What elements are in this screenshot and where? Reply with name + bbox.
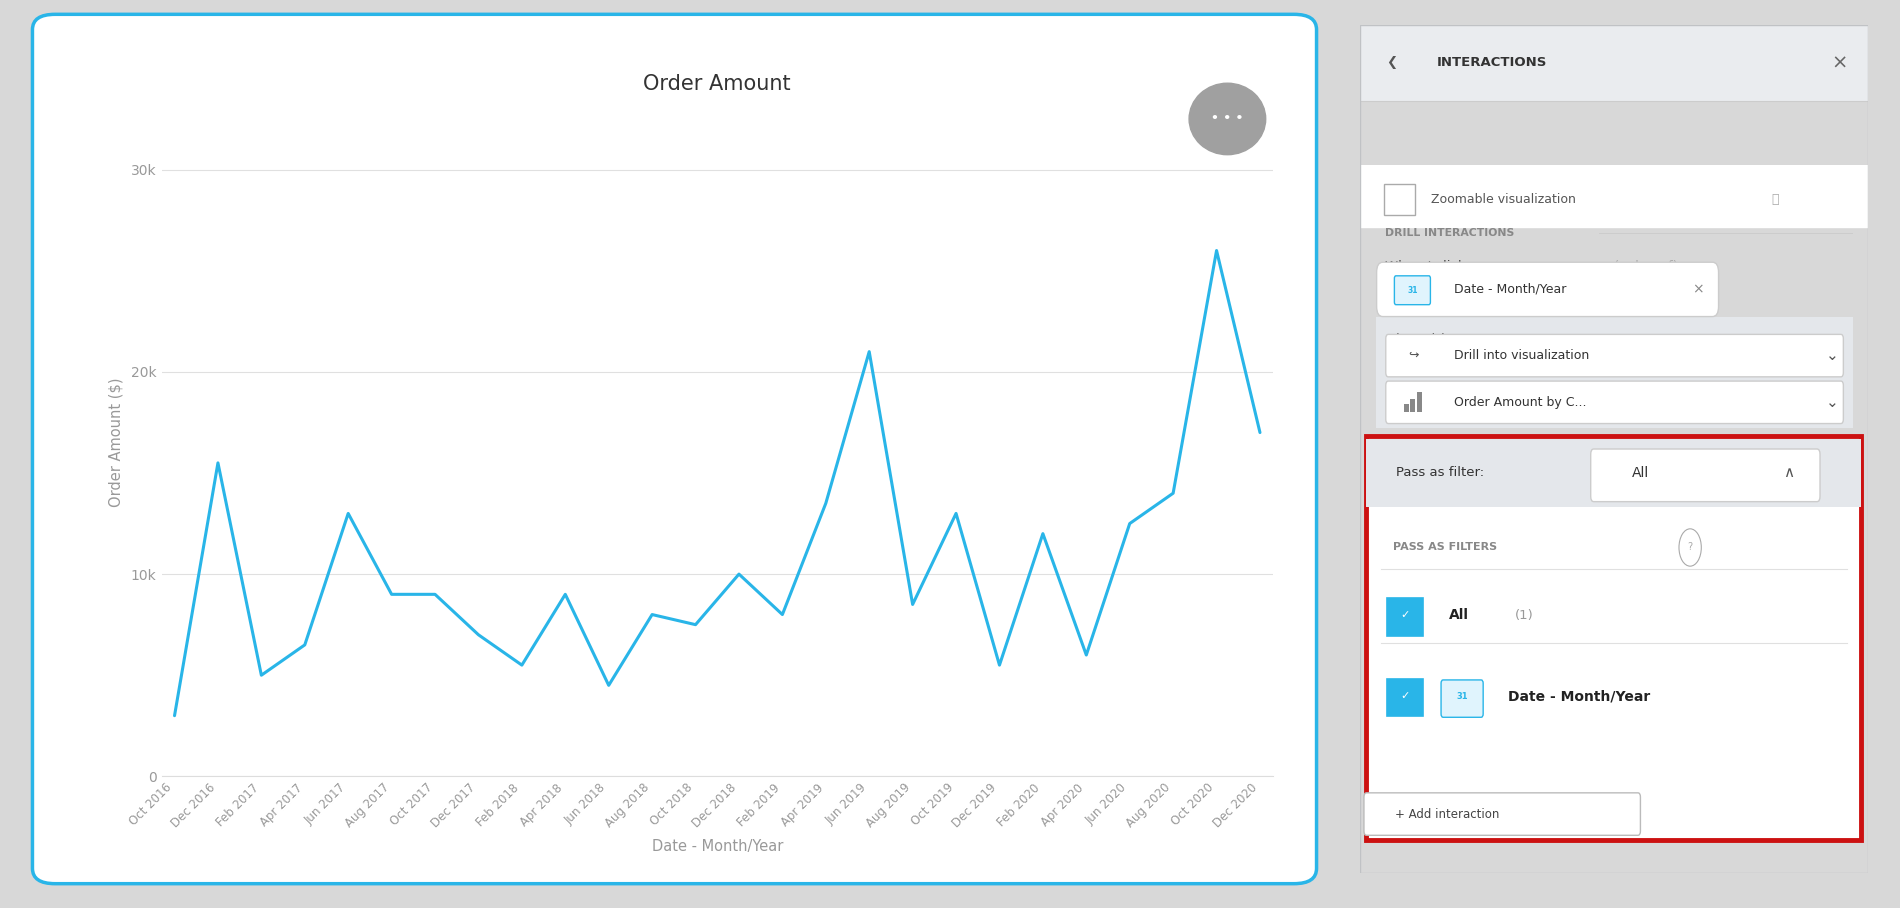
Bar — [1376, 318, 1854, 428]
Text: Zoomable visualization: Zoomable visualization — [1431, 192, 1577, 206]
Text: Order Amount by C...: Order Amount by C... — [1454, 396, 1586, 409]
FancyBboxPatch shape — [1395, 276, 1431, 305]
Text: Drill into visualization: Drill into visualization — [1454, 349, 1590, 362]
Text: + Add interaction: + Add interaction — [1395, 807, 1499, 821]
Text: ↪: ↪ — [1408, 349, 1419, 362]
Text: • • •: • • • — [1210, 113, 1244, 125]
Y-axis label: Order Amount ($): Order Amount ($) — [108, 378, 124, 508]
Text: ✓: ✓ — [1400, 610, 1410, 620]
Text: ⌄: ⌄ — [1826, 395, 1839, 410]
Text: ⌄: ⌄ — [1826, 348, 1839, 363]
Text: All: All — [1450, 608, 1469, 622]
Text: Date - Month/Year: Date - Month/Year — [1454, 283, 1568, 296]
Bar — [1404, 404, 1408, 412]
Circle shape — [1189, 84, 1265, 154]
FancyBboxPatch shape — [1590, 449, 1820, 501]
Text: ⓘ: ⓘ — [1771, 192, 1778, 206]
FancyBboxPatch shape — [1366, 436, 1860, 840]
Text: INTERACTIONS: INTERACTIONS — [1436, 56, 1547, 69]
Text: Pass as filter:: Pass as filter: — [1396, 467, 1484, 479]
FancyBboxPatch shape — [1385, 381, 1843, 423]
Bar — [1417, 392, 1421, 412]
FancyBboxPatch shape — [1364, 793, 1640, 835]
Text: ✓: ✓ — [1400, 691, 1410, 701]
Bar — [1360, 164, 1868, 228]
Text: ∧: ∧ — [1784, 465, 1796, 480]
Text: 31: 31 — [1455, 692, 1467, 701]
Text: 31: 31 — [1408, 286, 1417, 295]
FancyBboxPatch shape — [1387, 679, 1423, 716]
Text: ❮: ❮ — [1385, 56, 1396, 69]
Text: When I click on: When I click on — [1385, 260, 1486, 273]
FancyBboxPatch shape — [32, 15, 1317, 883]
Bar — [1360, 25, 1868, 101]
FancyBboxPatch shape — [1385, 334, 1843, 377]
FancyBboxPatch shape — [1440, 680, 1484, 717]
Title: Order Amount: Order Amount — [644, 74, 790, 94]
Text: DRILL INTERACTIONS: DRILL INTERACTIONS — [1385, 228, 1514, 238]
Text: ×: × — [1832, 54, 1847, 73]
Text: ×: × — [1691, 282, 1704, 296]
Bar — [1366, 439, 1860, 507]
Text: PASS AS FILTERS: PASS AS FILTERS — [1393, 542, 1497, 552]
Text: All: All — [1632, 466, 1649, 479]
Text: Date - Month/Year: Date - Month/Year — [1507, 689, 1649, 703]
FancyBboxPatch shape — [1383, 184, 1416, 214]
X-axis label: Date - Month/Year: Date - Month/Year — [652, 839, 783, 854]
Text: I want to: I want to — [1396, 332, 1454, 345]
Text: (1): (1) — [1514, 609, 1533, 622]
FancyBboxPatch shape — [1378, 262, 1720, 317]
Text: ?: ? — [1687, 542, 1693, 552]
Text: (value of): (value of) — [1613, 260, 1678, 273]
FancyBboxPatch shape — [1387, 598, 1423, 636]
Bar — [1410, 399, 1416, 412]
